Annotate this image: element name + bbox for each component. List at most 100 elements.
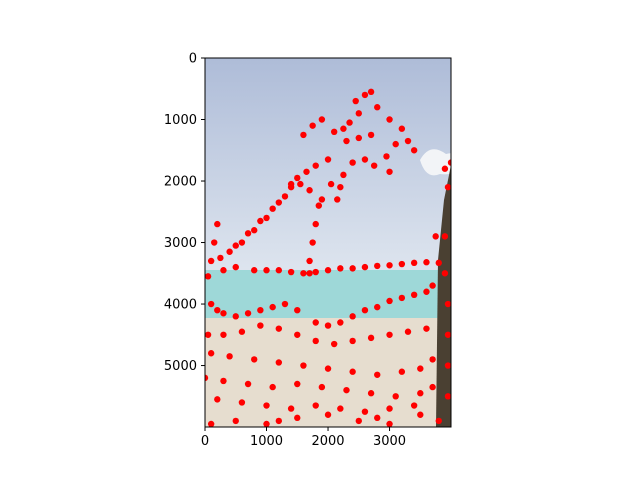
scatter-point <box>374 104 381 111</box>
scatter-point <box>429 383 436 391</box>
scatter-point <box>361 306 369 314</box>
scatter-point <box>444 393 451 400</box>
scatter-point <box>251 227 258 234</box>
scatter-point <box>374 371 381 378</box>
scatter-point <box>269 205 276 212</box>
scatter-point <box>220 377 227 385</box>
y-axis: 0 1000 2000 3000 4000 5000 <box>164 52 205 374</box>
scatter-point <box>330 128 338 136</box>
scatter-point <box>324 156 332 163</box>
scatter-point <box>294 306 301 314</box>
scatter-point <box>232 242 239 249</box>
scatter-point <box>306 187 313 194</box>
scatter-point <box>244 230 252 237</box>
scatter-point <box>330 340 338 348</box>
scatter-point <box>410 402 418 409</box>
scatter-point <box>263 402 270 409</box>
scatter-point <box>374 262 381 270</box>
scatter-point <box>306 257 313 265</box>
scatter-point <box>287 183 295 191</box>
scatter-point <box>444 183 451 191</box>
scatter-point <box>312 162 319 169</box>
scatter-point <box>337 183 344 191</box>
scatter-point <box>435 259 442 267</box>
scatter-point <box>324 365 332 372</box>
scatter-point <box>257 322 264 329</box>
scatter-point <box>423 259 430 266</box>
scatter-point <box>300 270 307 277</box>
scatter-point <box>423 288 430 295</box>
scatter-point <box>281 300 289 308</box>
scatter-point <box>220 267 227 274</box>
scatter-point <box>355 110 362 117</box>
scatter-point <box>220 310 227 317</box>
scatter-point <box>340 125 347 132</box>
x-tick-label: 0 <box>201 434 209 449</box>
scatter-point <box>324 411 332 418</box>
scatter-point <box>349 265 356 272</box>
scatter-point <box>269 383 276 391</box>
scatter-point <box>435 417 442 425</box>
scatter-point <box>318 116 326 123</box>
scatter-point <box>294 380 301 388</box>
scatter-point <box>370 162 378 169</box>
y-tick-label: 3000 <box>164 236 197 251</box>
scatter-point <box>214 396 221 403</box>
scatter-point <box>386 116 393 123</box>
scatter-point <box>205 331 212 338</box>
scatter-point <box>367 131 375 139</box>
scatter-point <box>337 405 344 412</box>
scatter-point <box>374 414 381 422</box>
scatter-point <box>367 88 375 96</box>
scatter-point <box>207 350 215 357</box>
scatter-point <box>423 325 430 332</box>
scatter-series <box>205 88 451 427</box>
scatter-point <box>238 399 246 406</box>
scatter-point <box>361 263 369 271</box>
scatter-point <box>410 147 418 154</box>
scatter-point <box>327 180 335 188</box>
scatter-point <box>386 262 393 269</box>
scatter-point <box>318 196 326 203</box>
scatter-point <box>355 417 362 425</box>
scatter-point <box>207 300 215 308</box>
scatter-point <box>275 325 283 332</box>
scatter-point <box>214 220 221 228</box>
scatter-point <box>374 303 381 311</box>
scatter-point <box>207 420 215 427</box>
photo-cloud <box>420 149 451 176</box>
scatter-point <box>441 165 449 172</box>
scatter-point <box>386 168 393 175</box>
scatter-point <box>281 193 289 200</box>
scatter-point <box>312 268 319 276</box>
scatter-point <box>207 257 215 265</box>
scatter-point <box>297 180 304 188</box>
scatter-point <box>337 265 344 272</box>
scatter-point <box>257 306 264 314</box>
scatter-point <box>226 248 233 255</box>
scatter-point <box>287 268 295 276</box>
scatter-point <box>263 267 270 274</box>
scatter-point <box>429 282 436 289</box>
scatter-point <box>275 267 283 274</box>
x-tick-label: 2000 <box>311 434 344 449</box>
scatter-point <box>386 297 393 305</box>
scatter-point <box>410 259 418 267</box>
scatter-point <box>287 405 295 412</box>
photo-sky <box>205 58 451 278</box>
scatter-point <box>303 168 310 175</box>
scatter-point <box>263 214 270 222</box>
scatter-point <box>367 334 375 342</box>
photo-palm-trunk <box>436 165 451 427</box>
scatter-point <box>251 356 258 363</box>
scatter-point <box>444 362 451 369</box>
scatter-point <box>383 153 390 160</box>
scatter-point <box>312 319 319 326</box>
scatter-point <box>398 368 406 375</box>
y-tick-label: 4000 <box>164 298 197 313</box>
scatter-point <box>404 137 412 145</box>
photo-sand <box>205 318 451 427</box>
scatter-point <box>315 202 323 209</box>
scatter-point <box>318 383 326 391</box>
